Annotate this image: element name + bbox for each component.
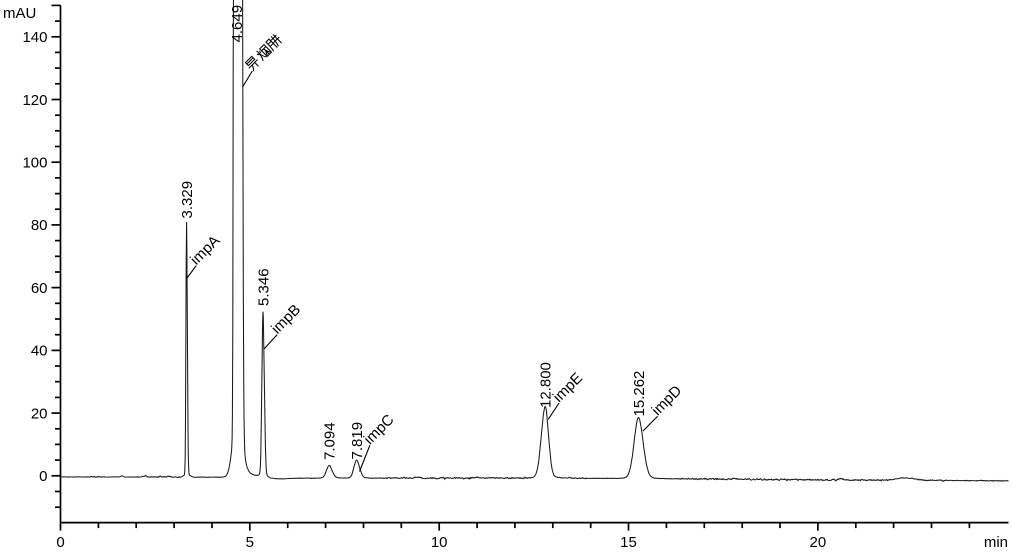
svg-text:0: 0 xyxy=(39,468,47,485)
svg-text:7.094: 7.094 xyxy=(321,422,338,460)
svg-text:15: 15 xyxy=(620,534,637,551)
svg-text:min: min xyxy=(984,534,1008,551)
svg-text:20: 20 xyxy=(31,405,48,422)
svg-text:100: 100 xyxy=(22,155,47,172)
svg-text:4.649: 4.649 xyxy=(229,5,246,43)
svg-text:40: 40 xyxy=(31,343,48,360)
svg-text:140: 140 xyxy=(22,29,47,46)
svg-text:20: 20 xyxy=(810,534,827,551)
svg-text:5.346: 5.346 xyxy=(255,268,272,306)
svg-text:120: 120 xyxy=(22,92,47,109)
svg-text:60: 60 xyxy=(31,280,48,297)
svg-text:5: 5 xyxy=(246,534,254,551)
svg-text:mAU: mAU xyxy=(3,5,36,22)
svg-text:12.800: 12.800 xyxy=(538,362,555,408)
svg-text:7.819: 7.819 xyxy=(349,422,366,460)
svg-text:10: 10 xyxy=(431,534,448,551)
svg-text:80: 80 xyxy=(31,217,48,234)
svg-text:3.329: 3.329 xyxy=(179,181,196,219)
svg-text:15.262: 15.262 xyxy=(631,371,648,417)
svg-text:0: 0 xyxy=(56,534,64,551)
